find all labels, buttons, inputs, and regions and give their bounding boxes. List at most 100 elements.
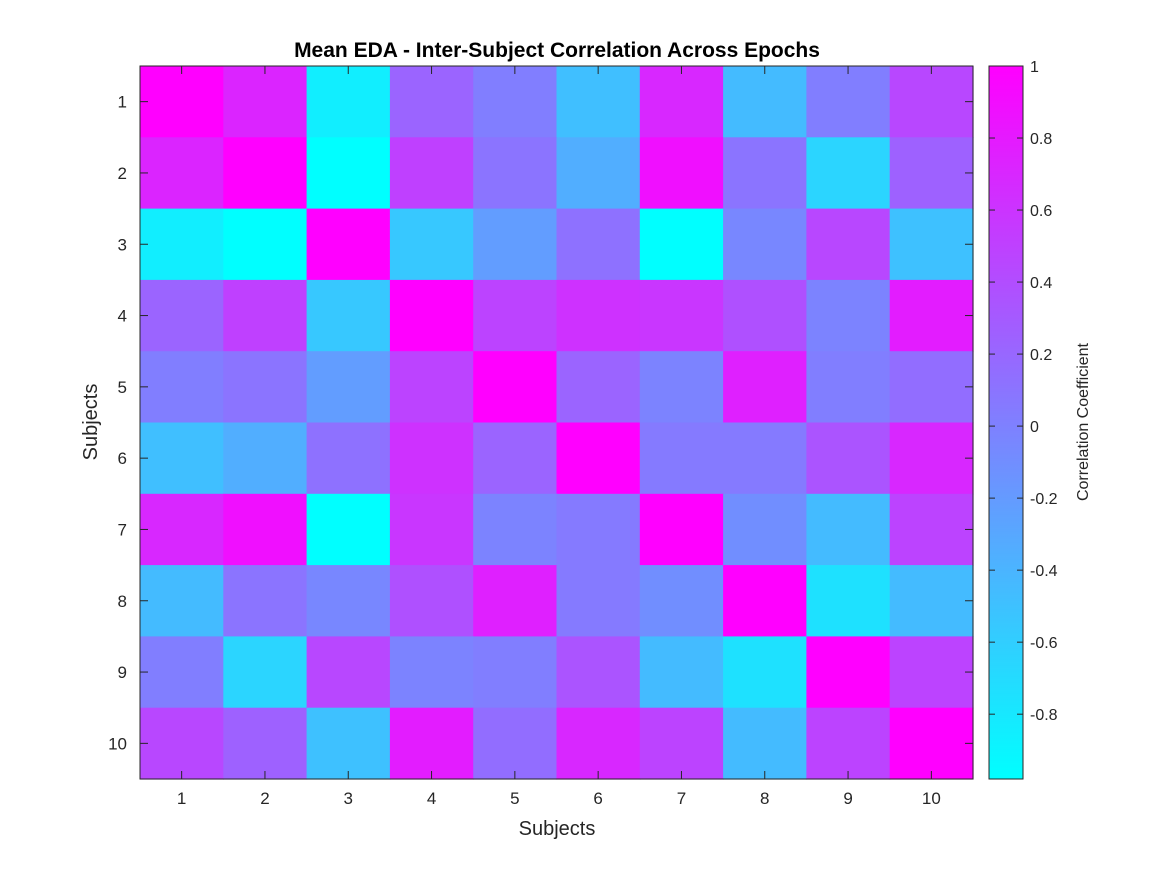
heatmap-cell-r10-c8 bbox=[723, 707, 807, 780]
heatmap-cell-r9-c6 bbox=[556, 636, 641, 709]
x-tick-label: 8 bbox=[760, 789, 769, 808]
heatmap-cell-r10-c2 bbox=[223, 707, 308, 780]
heatmap-cell-r9-c1 bbox=[140, 636, 224, 709]
heatmap-cell-r2-c3 bbox=[306, 137, 391, 210]
heatmap-cells bbox=[140, 66, 974, 780]
heatmap-cell-r3-c4 bbox=[389, 208, 474, 281]
x-tick-label: 1 bbox=[177, 789, 186, 808]
heatmap-cell-r4-c4 bbox=[389, 279, 474, 352]
colorbar-tick-label: -0.2 bbox=[1030, 491, 1058, 508]
y-tick-label: 5 bbox=[118, 378, 127, 397]
heatmap-cell-r6-c1 bbox=[140, 422, 224, 495]
y-axis-label: Subjects bbox=[80, 384, 102, 461]
heatmap-cell-r4-c10 bbox=[889, 279, 974, 352]
heatmap-cell-r5-c8 bbox=[723, 351, 807, 424]
heatmap-cell-r8-c9 bbox=[806, 565, 891, 637]
heatmap-cell-r6-c6 bbox=[556, 422, 641, 495]
heatmap-cell-r8-c2 bbox=[223, 565, 308, 637]
heatmap-cell-r7-c2 bbox=[223, 493, 308, 566]
heatmap-cell-r7-c9 bbox=[806, 493, 891, 566]
heatmap-cell-r5-c10 bbox=[889, 351, 974, 424]
heatmap-cell-r1-c8 bbox=[723, 66, 807, 138]
heatmap-cell-r1-c2 bbox=[223, 66, 308, 138]
heatmap-cell-r5-c7 bbox=[639, 351, 724, 424]
heatmap-cell-r8-c5 bbox=[473, 565, 558, 637]
chart-title: Mean EDA - Inter-Subject Correlation Acr… bbox=[294, 39, 820, 62]
heatmap-cell-r4-c3 bbox=[306, 279, 391, 352]
y-axis-ticks: 1 2 3 4 5 6 7 8 9 10 bbox=[108, 93, 973, 753]
colorbar-tick-label: 1 bbox=[1030, 59, 1039, 76]
colorbar-tick-label: 0.4 bbox=[1030, 275, 1052, 292]
heatmap-cell-r2-c6 bbox=[556, 137, 641, 210]
colorbar-ticks: 1 0.8 0.6 0.4 0.2 0 -0.2 -0.4 -0.6 -0.8 bbox=[989, 59, 1058, 724]
heatmap-cell-r6-c4 bbox=[389, 422, 474, 495]
heatmap-cell-r7-c1 bbox=[140, 493, 224, 566]
heatmap-cell-r4-c6 bbox=[556, 279, 641, 352]
heatmap-cell-r10-c1 bbox=[140, 707, 224, 780]
heatmap-cell-r6-c7 bbox=[639, 422, 724, 495]
heatmap-cell-r3-c7 bbox=[639, 208, 724, 281]
colorbar-tick-label: 0 bbox=[1030, 419, 1039, 436]
heatmap-cell-r5-c4 bbox=[389, 351, 474, 424]
plot-frame bbox=[139, 65, 974, 780]
heatmap-cell-r5-c2 bbox=[223, 351, 308, 424]
y-tick-label: 7 bbox=[118, 520, 127, 539]
heatmap-cell-r6-c9 bbox=[806, 422, 891, 495]
x-tick-label: 6 bbox=[593, 789, 602, 808]
y-tick-label: 9 bbox=[118, 663, 127, 682]
heatmap-cell-r10-c4 bbox=[389, 707, 474, 780]
heatmap-cell-r5-c9 bbox=[806, 351, 891, 424]
heatmap-cell-r10-c7 bbox=[639, 707, 724, 780]
heatmap-cell-r2-c10 bbox=[889, 137, 974, 210]
y-tick-label: 2 bbox=[118, 164, 127, 183]
heatmap-cell-r10-c3 bbox=[306, 707, 391, 780]
heatmap-cell-r8-c1 bbox=[140, 565, 224, 637]
heatmap-cell-r9-c10 bbox=[889, 636, 974, 709]
heatmap-cell-r8-c7 bbox=[639, 565, 724, 637]
heatmap-cell-r1-c5 bbox=[473, 66, 558, 138]
heatmap-cell-r8-c4 bbox=[389, 565, 474, 637]
y-tick-label: 8 bbox=[118, 592, 127, 611]
heatmap-cell-r8-c8 bbox=[723, 565, 807, 637]
heatmap-cell-r7-c5 bbox=[473, 493, 558, 566]
heatmap-cell-r4-c1 bbox=[140, 279, 224, 352]
heatmap-cell-r9-c8 bbox=[723, 636, 807, 709]
heatmap-cell-r10-c9 bbox=[806, 707, 891, 780]
heatmap-cell-r6-c5 bbox=[473, 422, 558, 495]
x-axis-label: Subjects bbox=[519, 818, 596, 840]
x-tick-label: 3 bbox=[344, 789, 353, 808]
heatmap-cell-r9-c4 bbox=[389, 636, 474, 709]
x-tick-label: 7 bbox=[677, 789, 686, 808]
colorbar-tick-label: 0.6 bbox=[1030, 203, 1052, 220]
heatmap-cell-r9-c2 bbox=[223, 636, 308, 709]
heatmap-cell-r3-c8 bbox=[723, 208, 807, 281]
heatmap-cell-r1-c6 bbox=[556, 66, 641, 138]
colorbar-tick-label: -0.6 bbox=[1030, 635, 1058, 652]
y-tick-label: 10 bbox=[108, 734, 127, 753]
heatmap-cell-r8-c10 bbox=[889, 565, 974, 637]
heatmap-cell-r3-c2 bbox=[223, 208, 308, 281]
colorbar bbox=[988, 65, 1024, 780]
heatmap-cell-r10-c6 bbox=[556, 707, 641, 780]
heatmap-cell-r6-c2 bbox=[223, 422, 308, 495]
x-tick-label: 9 bbox=[843, 789, 852, 808]
colorbar-tick-label: -0.8 bbox=[1030, 707, 1058, 724]
y-tick-label: 3 bbox=[118, 235, 127, 254]
heatmap-cell-r2-c4 bbox=[389, 137, 474, 210]
heatmap-cell-r7-c6 bbox=[556, 493, 641, 566]
heatmap-cell-r4-c7 bbox=[639, 279, 724, 352]
colorbar-tick-label: -0.4 bbox=[1030, 563, 1058, 580]
heatmap-cell-r4-c5 bbox=[473, 279, 558, 352]
heatmap-cell-r9-c3 bbox=[306, 636, 391, 709]
heatmap-cell-r6-c3 bbox=[306, 422, 391, 495]
heatmap-cell-r9-c7 bbox=[639, 636, 724, 709]
heatmap-cell-r2-c8 bbox=[723, 137, 807, 210]
y-tick-label: 1 bbox=[118, 93, 127, 112]
heatmap-cell-r3-c9 bbox=[806, 208, 891, 281]
heatmap-cell-r7-c8 bbox=[723, 493, 807, 566]
colorbar-tick-label: 0.2 bbox=[1030, 347, 1052, 364]
heatmap-cell-r3-c5 bbox=[473, 208, 558, 281]
heatmap-cell-r4-c8 bbox=[723, 279, 807, 352]
heatmap-cell-r5-c5 bbox=[473, 351, 558, 424]
